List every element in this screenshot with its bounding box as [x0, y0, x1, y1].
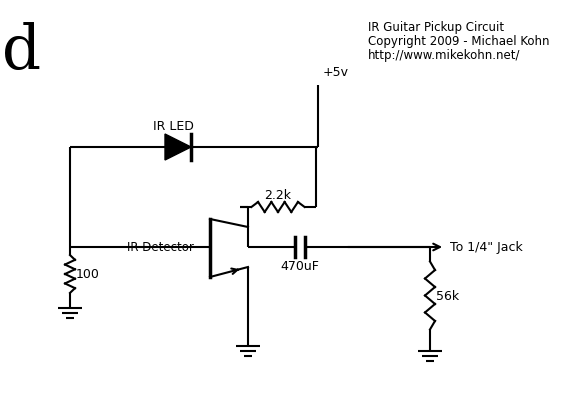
Text: d: d — [2, 22, 41, 82]
Text: +5v: +5v — [323, 66, 349, 79]
Text: IR LED: IR LED — [153, 119, 194, 132]
Text: Copyright 2009 - Michael Kohn: Copyright 2009 - Michael Kohn — [368, 35, 550, 48]
Text: IR Guitar Pickup Circuit: IR Guitar Pickup Circuit — [368, 21, 504, 34]
Text: 470uF: 470uF — [280, 259, 319, 272]
Polygon shape — [165, 135, 191, 161]
Text: 100: 100 — [76, 268, 100, 281]
Text: IR Detector: IR Detector — [127, 241, 194, 254]
Text: 2.2k: 2.2k — [265, 189, 292, 202]
Text: 56k: 56k — [437, 289, 459, 302]
Text: To 1/4" Jack: To 1/4" Jack — [450, 241, 523, 254]
Text: http://www.mikekohn.net/: http://www.mikekohn.net/ — [368, 49, 521, 62]
